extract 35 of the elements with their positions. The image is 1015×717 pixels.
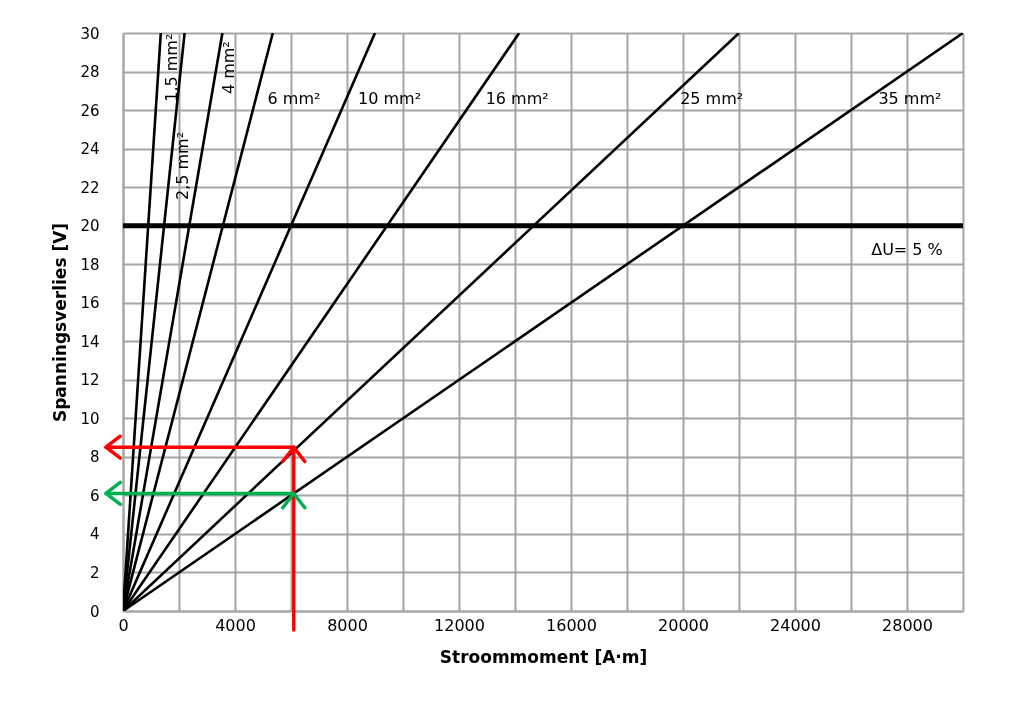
y-tick-label: 6 — [89, 486, 100, 505]
series-label: 10 mm² — [358, 89, 422, 109]
y-tick-label: 10 — [80, 409, 100, 428]
x-tick-label: 28000 — [882, 615, 933, 635]
y-tick-label: 2 — [89, 563, 100, 582]
y-tick-label: 4 — [89, 525, 100, 544]
y-tick-label: 0 — [89, 602, 100, 621]
y-axis-title: Spanningsverlies [V] — [50, 222, 71, 423]
x-tick-label: 24000 — [770, 615, 821, 635]
y-tick-label: 20 — [80, 217, 100, 236]
y-tick-label: 14 — [80, 332, 100, 351]
y-tick-label: 12 — [80, 371, 100, 390]
y-tick-label: 16 — [80, 294, 100, 313]
y-tick-label: 28 — [80, 63, 100, 82]
x-tick-label: 12000 — [434, 615, 485, 635]
x-tick-label: 0 — [118, 615, 129, 635]
series-label: 16 mm² — [485, 89, 549, 109]
y-tick-label: 26 — [80, 101, 100, 120]
text: 1,5 mm² — [161, 33, 181, 102]
annotation: ΔU= 5 % — [871, 239, 943, 259]
series-label: 25 mm² — [680, 89, 744, 109]
series-label: 6 mm² — [267, 89, 321, 109]
text: 4 mm² — [219, 41, 239, 95]
y-tick-label: 18 — [80, 255, 100, 274]
series-label: 35 mm² — [878, 89, 942, 109]
x-tick-label: 20000 — [658, 615, 709, 635]
y-tick-label: 24 — [80, 140, 100, 159]
x-tick-label: 16000 — [546, 615, 597, 635]
y-tick-label: 22 — [80, 178, 100, 197]
text: 2,5 mm² — [173, 131, 193, 200]
x-tick-label: 8000 — [327, 615, 368, 635]
y-tick-label: 8 — [89, 448, 100, 467]
x-tick-label: 4000 — [215, 615, 256, 635]
y-tick-label: 30 — [80, 24, 100, 43]
x-axis-title: Stroommoment [A·m] — [439, 646, 648, 667]
